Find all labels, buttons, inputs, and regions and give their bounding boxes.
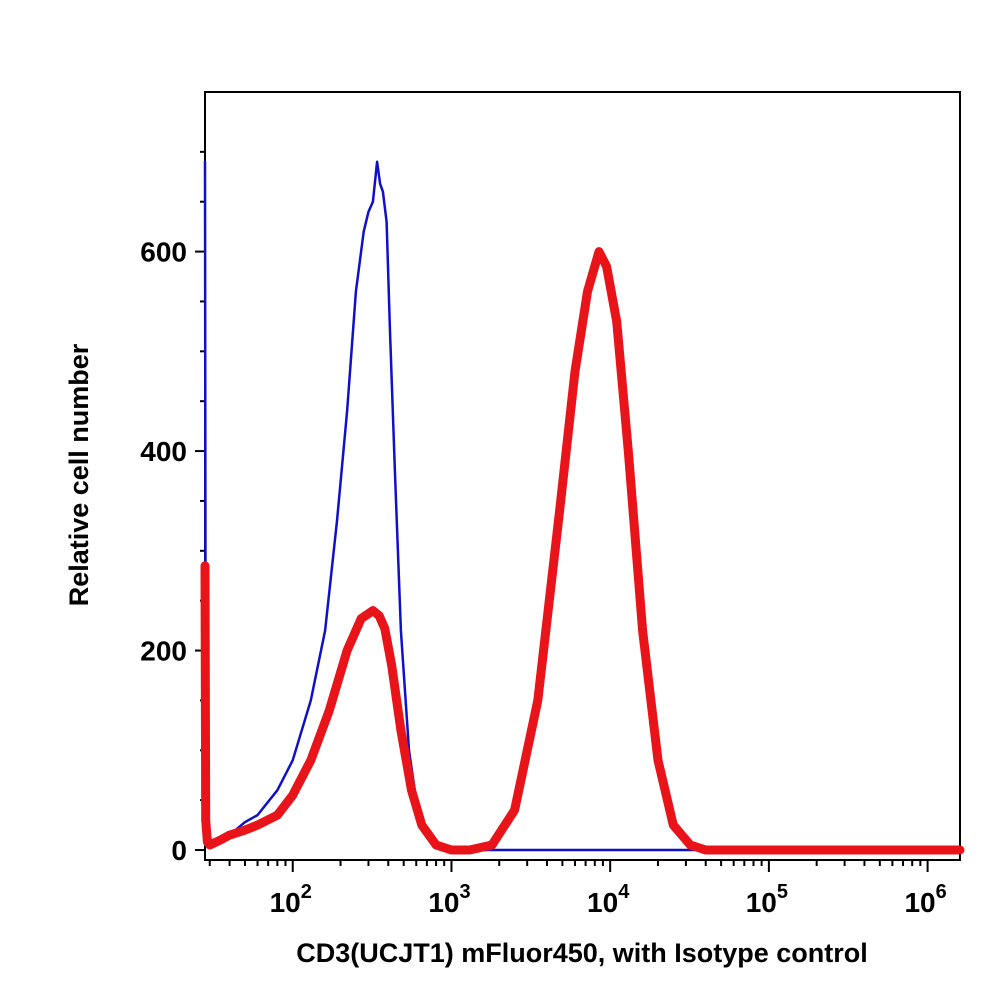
series-layer <box>200 160 965 855</box>
x-tick-exponent: 3 <box>459 881 470 903</box>
y-tick-label: 400 <box>140 436 187 467</box>
x-tick-base: 10 <box>270 887 301 918</box>
y-axis-ticks: 0 200 400 600 <box>140 150 205 866</box>
x-axis-label: CD3(UCJT1) mFluor450, with Isotype contr… <box>296 938 868 968</box>
x-tick-base: 10 <box>904 887 935 918</box>
x-tick-base: 10 <box>587 887 618 918</box>
x-tick-base: 10 <box>746 887 777 918</box>
x-tick-label: 106 <box>904 881 946 918</box>
x-tick-exponent: 5 <box>777 881 788 903</box>
y-axis-label: Relative cell number <box>64 343 94 606</box>
x-tick-exponent: 6 <box>936 881 947 903</box>
x-tick-label: 104 <box>587 881 630 918</box>
y-tick-label: 0 <box>171 835 187 866</box>
x-tick-base: 10 <box>428 887 459 918</box>
x-tick-label: 105 <box>746 881 788 918</box>
x-tick-exponent: 2 <box>301 881 312 903</box>
x-tick-label: 103 <box>428 881 470 918</box>
x-tick-exponent: 4 <box>618 881 630 903</box>
y-tick-label: 600 <box>140 237 187 268</box>
series-line-2 <box>200 247 965 855</box>
x-tick-label: 102 <box>270 881 312 918</box>
y-tick-label: 200 <box>140 636 187 667</box>
x-axis-ticks: 102 103 104 105 106 <box>208 860 947 918</box>
